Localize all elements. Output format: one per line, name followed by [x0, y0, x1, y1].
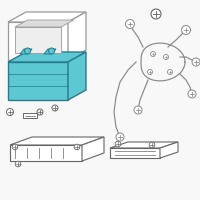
Circle shape [6, 108, 14, 116]
Polygon shape [68, 52, 86, 100]
Circle shape [25, 48, 31, 54]
Polygon shape [10, 137, 104, 145]
Polygon shape [44, 49, 56, 54]
Circle shape [116, 133, 124, 141]
Polygon shape [8, 62, 68, 100]
Circle shape [168, 70, 172, 74]
Polygon shape [8, 22, 68, 60]
Circle shape [182, 25, 190, 34]
Polygon shape [82, 137, 104, 161]
Polygon shape [10, 145, 82, 161]
Polygon shape [110, 148, 160, 158]
Circle shape [49, 48, 55, 54]
Polygon shape [8, 52, 86, 62]
Circle shape [134, 106, 142, 114]
Circle shape [192, 58, 200, 66]
Circle shape [164, 54, 168, 60]
Polygon shape [160, 142, 178, 158]
Polygon shape [15, 27, 61, 53]
Circle shape [52, 105, 58, 111]
Polygon shape [8, 12, 86, 22]
Circle shape [148, 70, 153, 74]
Polygon shape [23, 113, 37, 118]
Circle shape [15, 161, 21, 167]
Circle shape [37, 109, 43, 115]
Polygon shape [110, 142, 178, 148]
Circle shape [12, 144, 18, 150]
Circle shape [74, 144, 80, 150]
Circle shape [126, 20, 134, 28]
Polygon shape [20, 49, 32, 54]
Polygon shape [15, 20, 74, 27]
Circle shape [151, 9, 161, 19]
Polygon shape [68, 12, 86, 60]
Circle shape [151, 51, 156, 56]
Circle shape [149, 142, 155, 148]
Circle shape [188, 90, 196, 98]
Circle shape [115, 141, 121, 147]
